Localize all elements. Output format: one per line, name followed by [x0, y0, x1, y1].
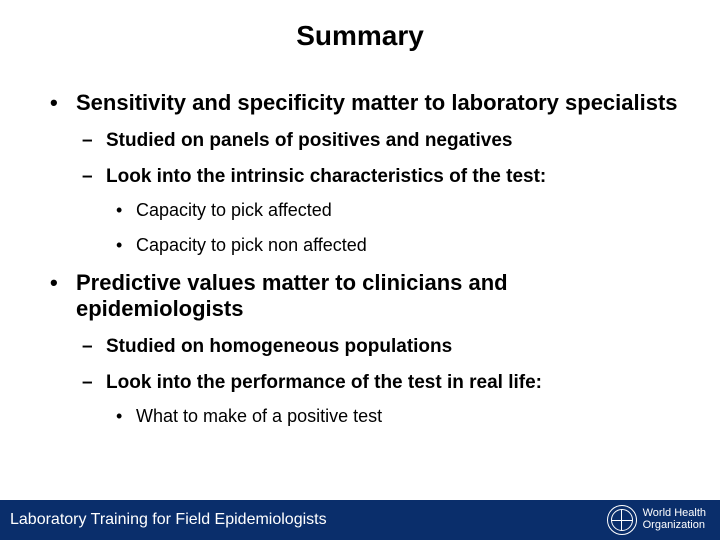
who-logo: World Health Organization [607, 505, 706, 535]
bullet-text: Studied on panels of positives and negat… [106, 130, 512, 151]
bullet-text: Studied on homogeneous populations [106, 336, 452, 357]
bullet-sublist: Studied on homogeneous populations Look … [76, 336, 680, 427]
bullet-lvl2: Studied on homogeneous populations [76, 336, 680, 358]
slide-content: Sensitivity and specificity matter to la… [0, 60, 720, 427]
bullet-list: Sensitivity and specificity matter to la… [40, 90, 680, 427]
footer-text: Laboratory Training for Field Epidemiolo… [10, 511, 327, 529]
bullet-subsublist: Capacity to pick affected Capacity to pi… [106, 200, 680, 256]
bullet-lvl3: Capacity to pick affected [106, 200, 680, 221]
bullet-text: Look into the performance of the test in… [106, 372, 542, 393]
bullet-lvl2: Look into the performance of the test in… [76, 372, 680, 427]
bullet-lvl1: Predictive values matter to clinicians a… [40, 270, 680, 427]
bullet-lvl1: Sensitivity and specificity matter to la… [40, 90, 680, 256]
bullet-sublist: Studied on panels of positives and negat… [76, 130, 680, 256]
bullet-lvl3: Capacity to pick non affected [106, 235, 680, 256]
bullet-text: Capacity to pick affected [136, 200, 332, 220]
bullet-text: What to make of a positive test [136, 406, 382, 426]
who-logo-text: World Health Organization [643, 508, 706, 531]
bullet-lvl2: Studied on panels of positives and negat… [76, 130, 680, 152]
bullet-text: Sensitivity and specificity matter to la… [76, 90, 678, 115]
bullet-text: Look into the intrinsic characteristics … [106, 166, 546, 187]
bullet-lvl2: Look into the intrinsic characteristics … [76, 166, 680, 256]
who-logo-line2: Organization [643, 520, 706, 532]
slide: Summary Sensitivity and specificity matt… [0, 0, 720, 540]
bullet-subsublist: What to make of a positive test [106, 406, 680, 427]
bullet-lvl3: What to make of a positive test [106, 406, 680, 427]
who-emblem-icon [607, 505, 637, 535]
bullet-text: Predictive values matter to clinicians a… [76, 270, 508, 321]
bullet-text: Capacity to pick non affected [136, 235, 367, 255]
footer-bar: Laboratory Training for Field Epidemiolo… [0, 500, 720, 540]
slide-title: Summary [0, 0, 720, 60]
